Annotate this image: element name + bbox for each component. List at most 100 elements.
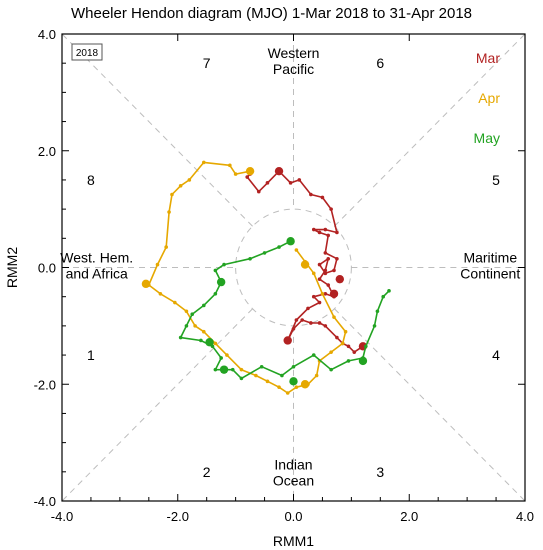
region-label-line: Indian	[274, 457, 312, 473]
phase-number-3: 3	[376, 464, 384, 480]
region-label-line: and Africa	[66, 266, 128, 282]
data-point-apr	[184, 309, 189, 314]
data-point-may	[346, 359, 351, 363]
phase-number-1: 1	[87, 347, 95, 363]
phase-number-4: 4	[492, 347, 500, 363]
data-point-may	[190, 312, 195, 317]
phase-number-7: 7	[203, 55, 211, 71]
diagonal-line-4	[334, 308, 526, 502]
grid-lines	[61, 33, 526, 502]
data-point-mar	[317, 277, 322, 281]
data-point-apr	[167, 210, 171, 214]
data-point-apr	[239, 367, 244, 372]
region-label-line: West. Hem.	[60, 250, 133, 266]
data-point-mar	[323, 271, 328, 276]
data-point-may	[291, 364, 296, 369]
data-point-mar	[323, 291, 328, 296]
data-point-mar	[352, 350, 357, 354]
data-point-mar	[245, 175, 249, 179]
legend-entry-may: May	[474, 130, 500, 146]
series-line-apr	[148, 161, 347, 394]
data-point-may	[277, 245, 281, 249]
data-point-mar	[306, 306, 310, 311]
data-point-mar	[335, 230, 339, 235]
plot-frame	[61, 33, 526, 502]
data-point-mar	[335, 335, 339, 340]
data-point-may	[230, 367, 235, 372]
data-point-apr	[155, 262, 160, 267]
data-point-apr	[228, 163, 232, 168]
data-point-apr	[158, 291, 163, 296]
phase-number-5: 5	[492, 172, 500, 188]
data-point-apr	[277, 385, 281, 389]
data-point-mar	[323, 268, 328, 273]
data-point-apr	[294, 385, 299, 389]
data-point-may	[178, 335, 183, 340]
marker-mar	[329, 289, 339, 298]
data-point-mar	[300, 318, 304, 322]
data-point-may	[280, 373, 284, 378]
data-point-mar	[311, 294, 316, 299]
data-point-apr	[343, 329, 348, 334]
marker-mar	[335, 274, 344, 284]
y-tick-label: 4.0	[38, 27, 56, 42]
data-point-mar	[309, 321, 313, 325]
data-point-may	[311, 353, 316, 357]
data-point-apr	[187, 178, 192, 182]
region-label-line: Maritime	[463, 250, 517, 266]
marker-may	[286, 237, 295, 246]
data-point-mar	[317, 262, 322, 267]
year-box	[71, 43, 103, 61]
data-point-mar	[332, 268, 336, 273]
marker-may	[216, 277, 226, 287]
data-point-apr	[213, 341, 218, 346]
y-tick-label: 2.0	[38, 144, 56, 159]
series-layer	[141, 160, 391, 395]
data-point-mar	[329, 207, 333, 211]
marker-may	[358, 356, 368, 366]
y-tick-label: -2.0	[34, 377, 56, 392]
diagonal-line-2	[61, 33, 253, 227]
data-point-apr	[320, 291, 325, 296]
legend-entry-apr: Apr	[478, 90, 500, 106]
x-tick-label: 4.0	[516, 509, 534, 524]
data-point-apr	[332, 315, 336, 319]
x-tick-label: 2.0	[400, 509, 418, 524]
data-point-may	[213, 367, 218, 372]
data-point-mar	[335, 256, 339, 261]
data-point-mar	[297, 178, 302, 182]
data-point-may	[199, 338, 203, 343]
data-point-apr	[254, 373, 258, 378]
diagonal-line-1	[334, 33, 526, 227]
y-tick-label: 0.0	[38, 261, 56, 276]
data-point-apr	[178, 183, 183, 188]
data-point-mar	[323, 251, 328, 255]
data-point-apr	[173, 300, 177, 305]
diagonal-line-3	[61, 308, 253, 502]
marker-apr	[245, 166, 255, 176]
data-point-apr	[340, 341, 345, 346]
phase-number-8: 8	[87, 172, 95, 188]
marker-may	[289, 377, 298, 386]
data-point-apr	[265, 379, 270, 384]
data-point-mar	[256, 189, 261, 194]
data-point-may	[184, 324, 189, 328]
data-point-may	[219, 356, 223, 360]
data-point-apr	[170, 192, 174, 197]
marker-mar	[274, 166, 284, 176]
region-label-line: Ocean	[273, 473, 314, 489]
data-point-mar	[309, 192, 313, 197]
x-axis-label: RMM1	[273, 533, 314, 549]
x-tick-label: -2.0	[167, 509, 189, 524]
data-point-apr	[225, 353, 229, 357]
marker-mar	[283, 336, 292, 345]
phase-number-2: 2	[203, 464, 211, 480]
data-point-mar	[317, 230, 322, 235]
marker-may	[205, 338, 214, 347]
data-point-mar	[291, 326, 296, 331]
data-point-mar	[320, 195, 325, 200]
data-point-may	[213, 291, 218, 296]
phase-number-6: 6	[376, 55, 384, 71]
marker-may	[219, 365, 229, 374]
data-point-mar	[346, 344, 351, 349]
